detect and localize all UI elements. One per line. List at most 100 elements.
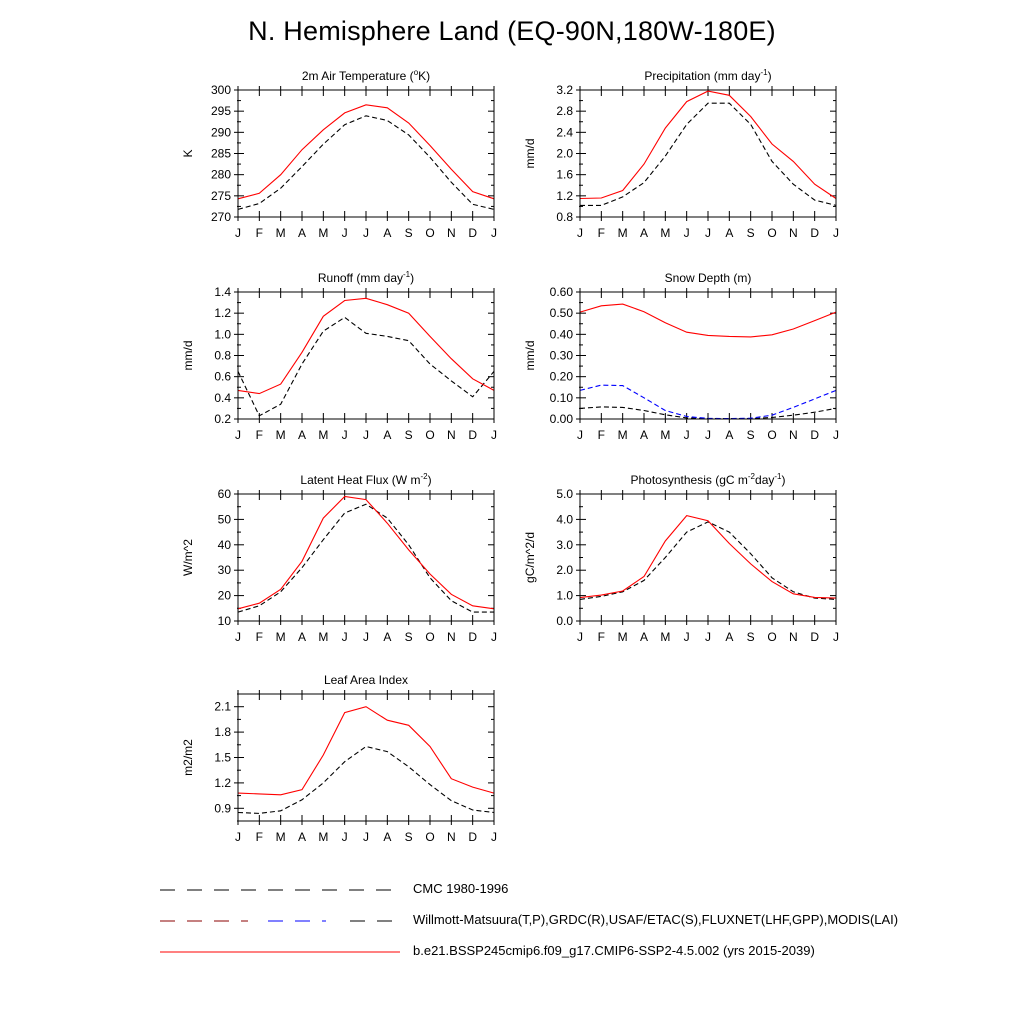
y-tick-label: 2.0 — [556, 563, 573, 577]
x-tick-label: J — [491, 830, 497, 844]
y-axis-label: m2/m2 — [181, 739, 195, 776]
x-tick-label: J — [684, 428, 690, 442]
x-tick-label: S — [747, 226, 755, 240]
x-tick-label: J — [684, 630, 690, 644]
y-tick-label: 0.10 — [550, 391, 574, 405]
x-tick-label: M — [318, 830, 328, 844]
title-text: Precipitation (mm day — [644, 69, 760, 83]
x-tick-label: A — [298, 630, 306, 644]
title-superscript: -1 — [774, 472, 782, 481]
x-tick-label: O — [767, 428, 776, 442]
y-tick-label: 280 — [211, 168, 231, 182]
y-tick-label: 0.8 — [556, 210, 573, 224]
y-tick-label: 20 — [218, 589, 232, 603]
y-tick-label: 300 — [211, 83, 231, 97]
y-tick-label: 2.4 — [556, 125, 573, 139]
y-tick-label: 1.4 — [214, 285, 231, 299]
title-superscript: o — [414, 68, 419, 77]
x-tick-label: M — [660, 630, 670, 644]
plot-frame — [579, 291, 837, 420]
x-tick-label: F — [598, 630, 605, 644]
title-text: K) — [418, 69, 430, 83]
title-text: ) — [782, 473, 786, 487]
y-tick-label: 0.30 — [550, 349, 574, 363]
x-tick-label: S — [747, 630, 755, 644]
x-tick-label: N — [789, 226, 798, 240]
panel-tas: 2m Air Temperature (oK) K 270 275 280 285 290 2… — [181, 68, 497, 240]
y-tick-label: 4.0 — [556, 512, 573, 526]
series-line-obs — [237, 316, 495, 417]
x-tick-label: M — [618, 226, 628, 240]
y-tick-label: 0.40 — [550, 327, 574, 341]
x-tick-label: D — [810, 428, 819, 442]
x-tick-label: A — [383, 226, 391, 240]
x-tick-label: J — [491, 428, 497, 442]
x-tick-label: J — [235, 630, 241, 644]
y-tick-label: 1.2 — [556, 189, 573, 203]
x-tick-label: N — [447, 630, 456, 644]
panel-title: Photosynthesis (gC m-2day-1) — [631, 472, 786, 487]
y-tick-label: 1.2 — [214, 776, 231, 790]
x-tick-label: N — [789, 630, 798, 644]
x-tick-label: M — [276, 630, 286, 644]
y-tick-label: 0.4 — [214, 391, 231, 405]
x-tick-label: O — [425, 428, 434, 442]
x-tick-label: O — [767, 630, 776, 644]
x-tick-label: A — [298, 226, 306, 240]
y-tick-label: 1.5 — [214, 751, 231, 765]
x-tick-label: D — [468, 428, 477, 442]
x-tick-label: S — [405, 428, 413, 442]
plot-frame — [237, 89, 495, 218]
series-line-model — [579, 303, 837, 338]
panel-title: Latent Heat Flux (W m-2) — [300, 472, 431, 487]
x-tick-label: M — [318, 630, 328, 644]
y-tick-label: 1.0 — [214, 327, 231, 341]
y-axis-label: mm/d — [523, 341, 537, 371]
x-tick-label: D — [810, 226, 819, 240]
y-tick-label: 50 — [218, 512, 232, 526]
x-tick-label: A — [640, 226, 648, 240]
x-tick-label: J — [342, 428, 348, 442]
x-tick-label: J — [235, 830, 241, 844]
x-tick-label: A — [298, 830, 306, 844]
x-tick-label: F — [256, 428, 263, 442]
x-tick-label: M — [276, 830, 286, 844]
x-tick-label: J — [577, 630, 583, 644]
legend-label-cmc: CMC 1980-1996 — [413, 881, 509, 896]
x-tick-label: F — [256, 226, 263, 240]
x-tick-label: J — [684, 226, 690, 240]
series-line-obs_blue — [579, 384, 837, 420]
x-tick-label: M — [660, 428, 670, 442]
legend-label-model: b.e21.BSSP245cmip6.f09_g17.CMIP6-SSP2-4.… — [413, 943, 815, 958]
x-tick-label: N — [447, 226, 456, 240]
series-line-model — [579, 514, 837, 599]
y-tick-label: 0.9 — [214, 801, 231, 815]
x-tick-label: J — [491, 226, 497, 240]
x-tick-label: S — [747, 428, 755, 442]
x-tick-label: S — [405, 630, 413, 644]
title-text: Snow Depth (m) — [665, 271, 752, 285]
y-tick-label: 10 — [218, 614, 232, 628]
plot-frame — [579, 89, 837, 218]
x-tick-label: F — [598, 428, 605, 442]
x-tick-label: A — [383, 830, 391, 844]
x-tick-label: J — [363, 830, 369, 844]
panel-title: Precipitation (mm day-1) — [644, 68, 771, 83]
title-text: Photosynthesis (gC m — [631, 473, 748, 487]
panel-lhf: Latent Heat Flux (W m-2) W/m^2 10 20 30 40 50 6… — [181, 472, 497, 644]
y-tick-label: 2.0 — [556, 147, 573, 161]
series-line-obs — [580, 102, 837, 206]
x-tick-label: M — [618, 630, 628, 644]
x-tick-label: A — [298, 428, 306, 442]
plot-frame — [579, 493, 837, 622]
x-tick-label: J — [363, 630, 369, 644]
x-tick-label: O — [425, 830, 434, 844]
x-tick-label: A — [725, 226, 733, 240]
y-tick-label: 0.0 — [556, 614, 573, 628]
x-tick-label: J — [833, 226, 839, 240]
x-tick-label: O — [767, 226, 776, 240]
x-tick-label: N — [447, 428, 456, 442]
x-tick-label: A — [725, 428, 733, 442]
y-tick-label: 2.1 — [214, 700, 231, 714]
